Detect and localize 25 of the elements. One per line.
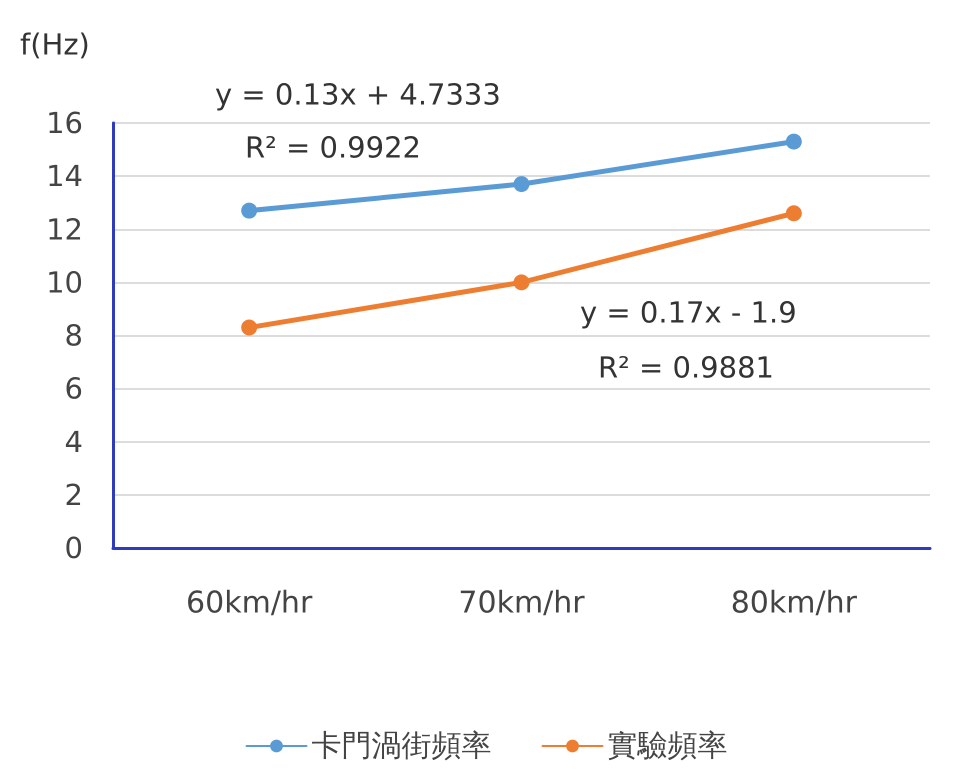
legend-label: 卡門渦街頻率 <box>312 728 492 764</box>
y-tick-label: 6 <box>64 372 83 406</box>
y-tick-label: 0 <box>64 531 83 565</box>
y-tick-label: 4 <box>64 424 83 459</box>
point <box>786 134 802 150</box>
y-tick-label: 12 <box>46 212 83 246</box>
y-tick-label: 2 <box>64 478 83 512</box>
point <box>241 320 258 336</box>
y-axis-title: f(Hz) <box>20 28 90 62</box>
x-tick-label: 80km/hr <box>730 586 858 620</box>
y-tick-label: 14 <box>46 159 83 194</box>
annotation: R² = 0.9922 <box>245 130 421 164</box>
point <box>514 274 530 290</box>
annotation: R² = 0.9881 <box>598 350 774 384</box>
legend-label: 實驗頻率 <box>608 728 728 764</box>
point <box>241 202 258 219</box>
x-tick-label: 60km/hr <box>186 586 313 620</box>
point <box>786 205 802 222</box>
y-tick-label: 16 <box>46 106 83 140</box>
x-tick-label: 70km/hr <box>458 586 586 620</box>
text: y = 0.13x + 4.7333 <box>215 78 501 112</box>
y-tick-label: 10 <box>46 265 83 300</box>
y-tick-label: 8 <box>64 318 83 352</box>
point <box>514 176 530 192</box>
annotation: y = 0.17x - 1.9 <box>580 296 797 330</box>
